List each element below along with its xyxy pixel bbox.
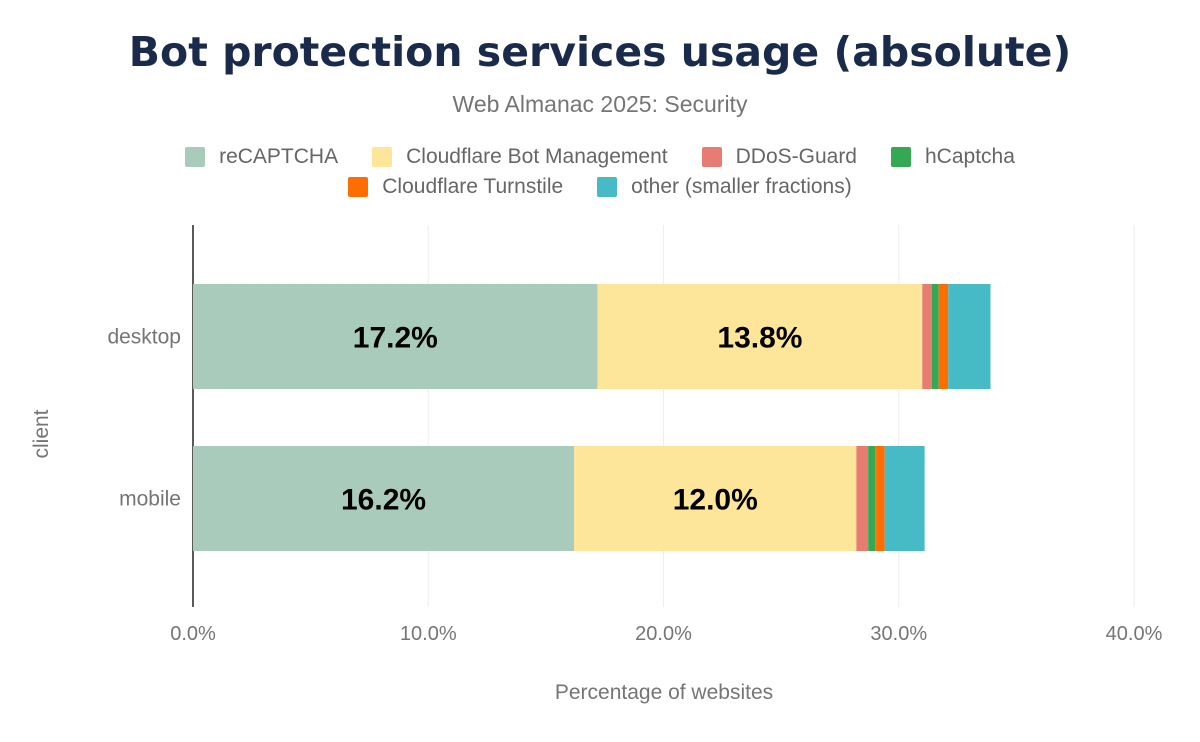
- legend-item[interactable]: hCaptcha: [891, 145, 1015, 169]
- bar-segment: [868, 446, 876, 551]
- bar-segment: [856, 446, 869, 551]
- y-tick-label: desktop: [107, 326, 181, 349]
- y-tick-label: mobile: [119, 488, 181, 511]
- bar-segment: [948, 284, 991, 389]
- legend-item[interactable]: reCAPTCHA: [185, 145, 338, 169]
- legend-swatch: [597, 177, 618, 197]
- bar-segment: [193, 446, 575, 551]
- y-axis-title: client: [30, 409, 53, 458]
- x-tick-label: 0.0%: [170, 623, 216, 645]
- legend-label: other (smaller fractions): [631, 175, 852, 198]
- legend-row-1: reCAPTCHA Cloudflare Bot Management DDoS-G…: [0, 145, 1200, 169]
- data-label: 16.2%: [341, 484, 426, 517]
- bar-segment: [597, 284, 923, 389]
- bar-segment: [884, 446, 925, 551]
- legend-item[interactable]: Cloudflare Turnstile: [348, 175, 563, 199]
- data-label: 17.2%: [353, 322, 438, 355]
- legend-label: Cloudflare Turnstile: [382, 175, 564, 198]
- bar-segment: [922, 284, 932, 389]
- legend-label: DDoS-Guard: [735, 145, 857, 168]
- legend-label: hCaptcha: [925, 145, 1015, 168]
- legend-item[interactable]: Cloudflare Bot Management: [372, 145, 668, 169]
- x-axis-title: Percentage of websites: [555, 681, 773, 704]
- legend-swatch: [348, 177, 369, 197]
- legend-item[interactable]: DDoS-Guard: [701, 145, 857, 169]
- legend-label: Cloudflare Bot Management: [406, 145, 668, 168]
- x-tick-label: 30.0%: [870, 623, 927, 645]
- data-label: 12.0%: [673, 484, 758, 517]
- x-tick-label: 40.0%: [1106, 623, 1163, 645]
- bar-segment: [574, 446, 857, 551]
- legend-swatch: [701, 147, 722, 167]
- x-tick-label: 20.0%: [635, 623, 692, 645]
- legend-swatch: [185, 147, 206, 167]
- chart-title: Bot protection services usage (absolute): [128, 28, 1072, 76]
- bar-segment: [931, 284, 939, 389]
- legend-swatch: [891, 147, 911, 167]
- bar-segment: [875, 446, 885, 551]
- legend-row-2: Cloudflare Turnstile other (smaller fract…: [0, 175, 1200, 199]
- legend-swatch: [372, 147, 393, 167]
- legend-item[interactable]: other (smaller fractions): [597, 175, 852, 199]
- bar-segment: [193, 284, 598, 389]
- x-tick-label: 10.0%: [400, 623, 457, 645]
- chart-subtitle: Web Almanac 2025: Security: [452, 91, 748, 117]
- data-label: 13.8%: [717, 322, 802, 355]
- bar-segment: [938, 284, 949, 389]
- legend-label: reCAPTCHA: [219, 145, 339, 168]
